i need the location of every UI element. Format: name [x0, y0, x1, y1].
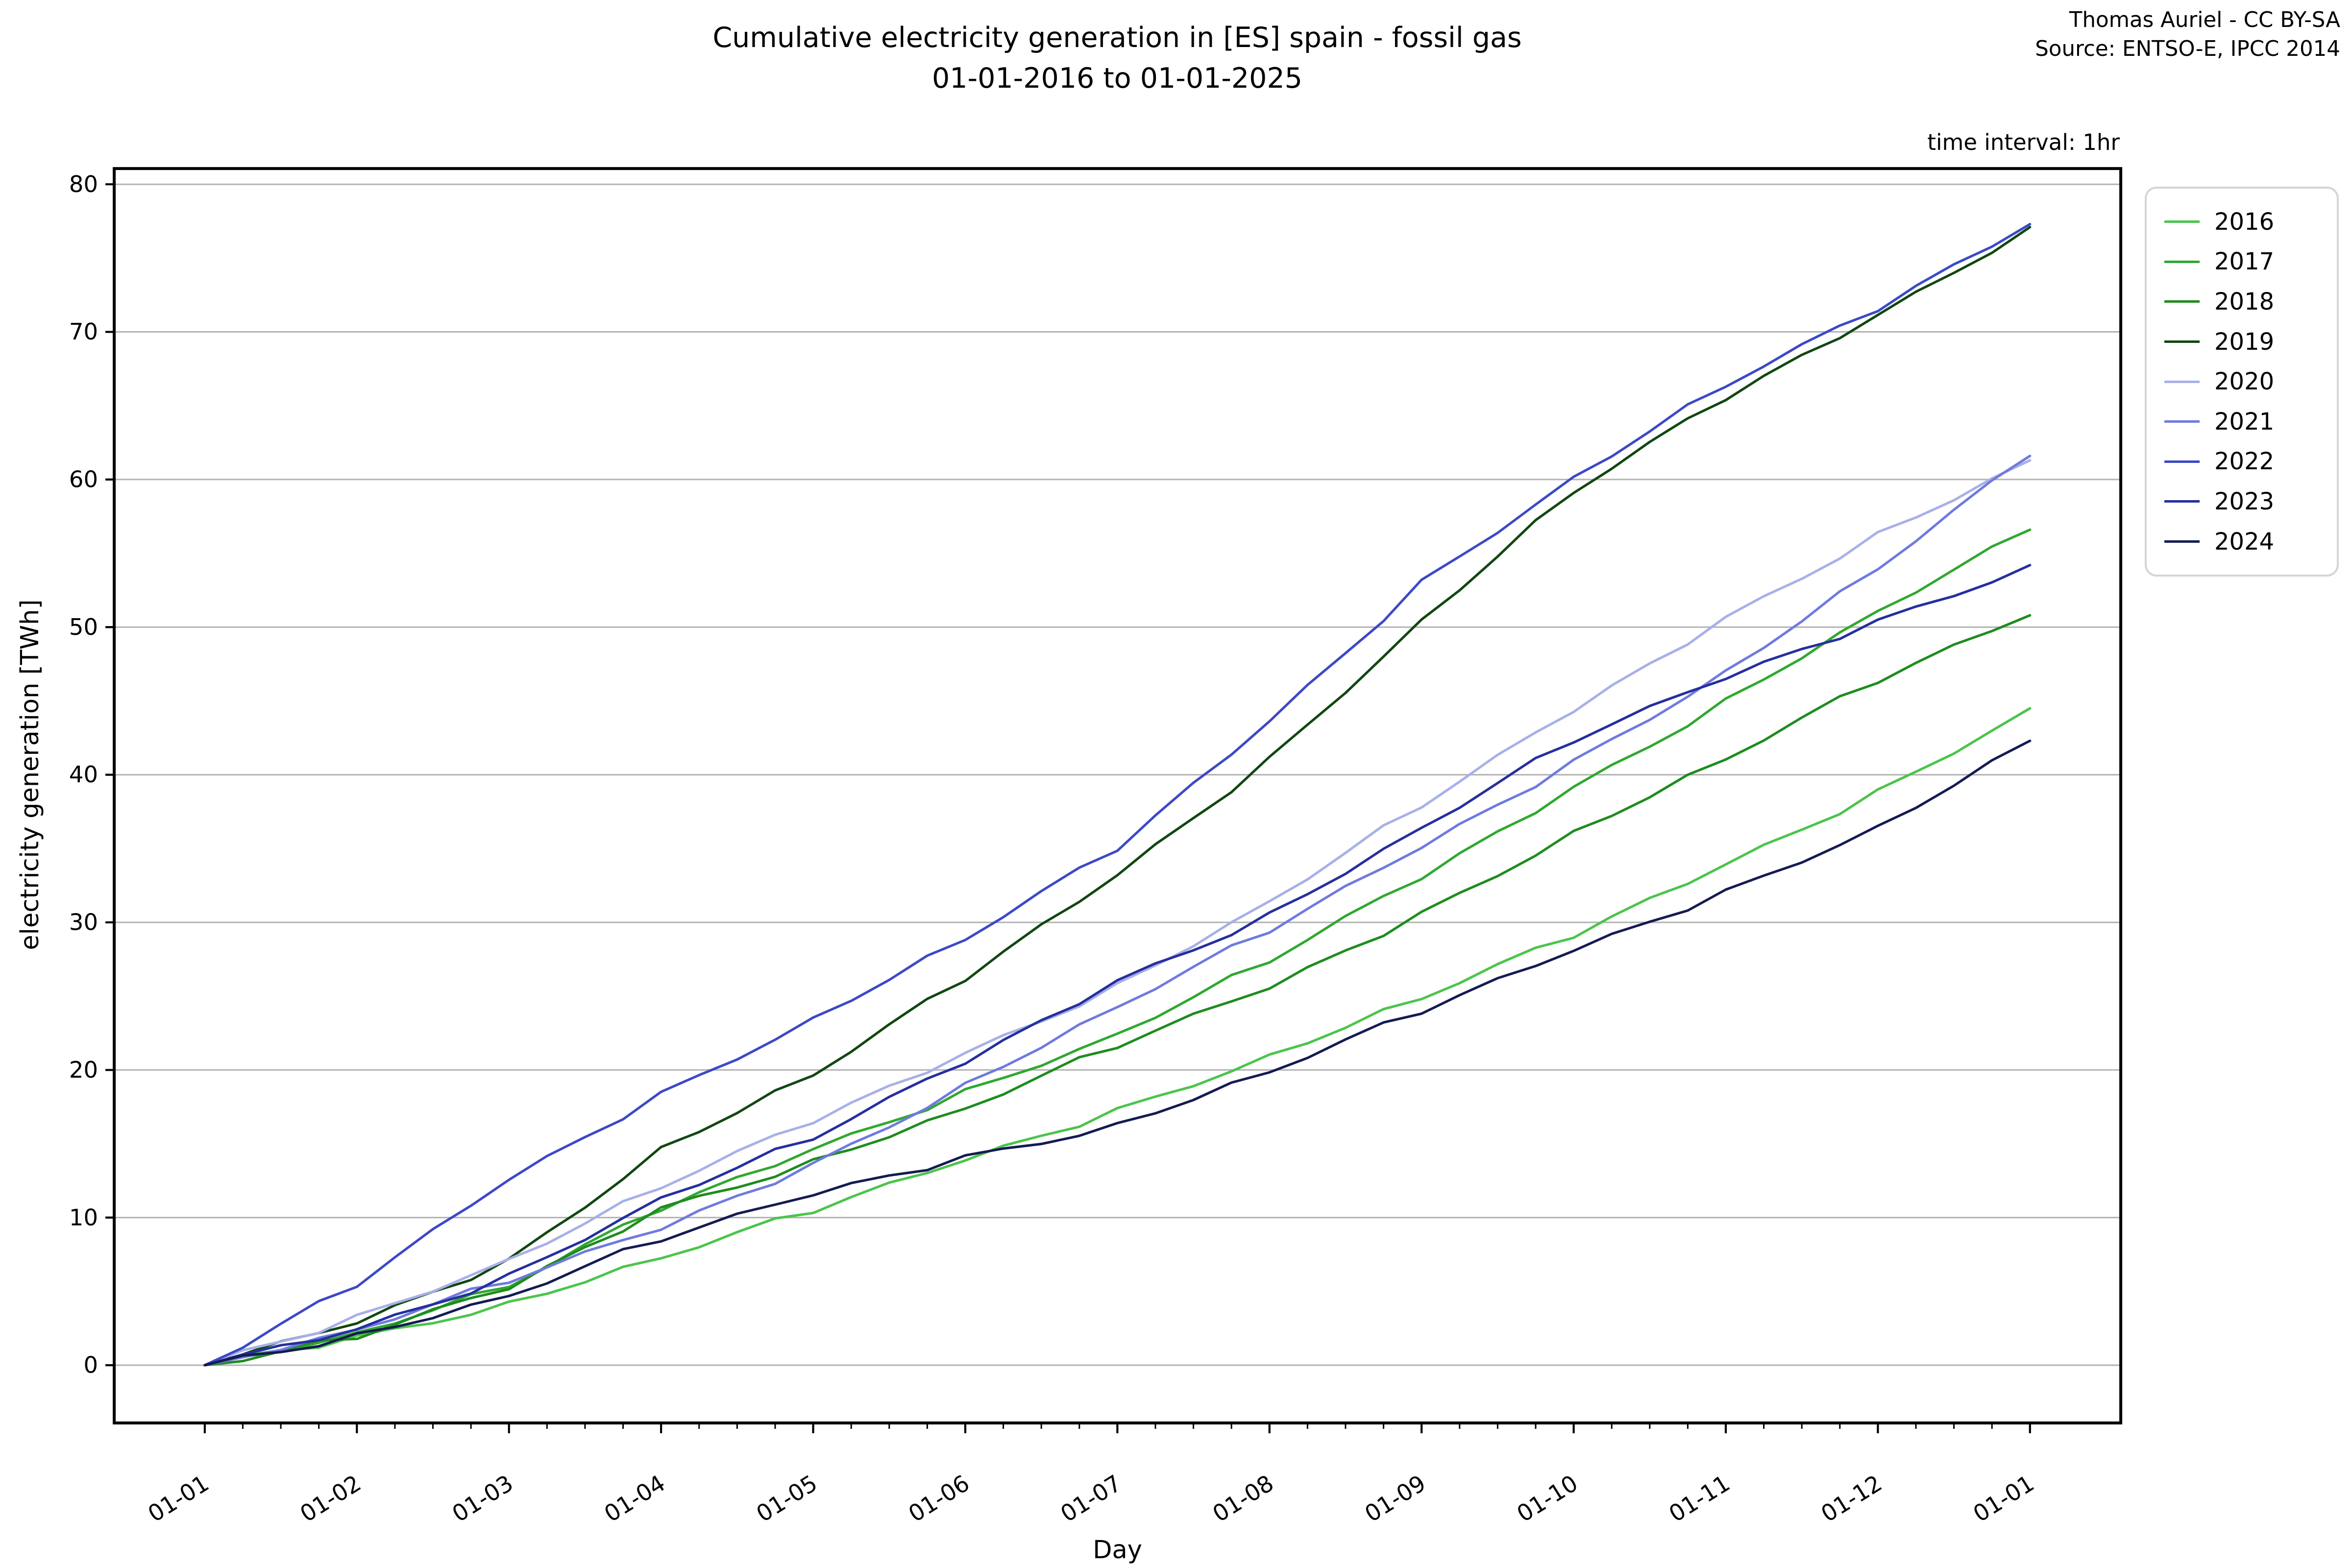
y-axis-label: electricity generation [TWh]: [16, 600, 45, 950]
chart-title-line2: 01-01-2016 to 01-01-2025: [932, 62, 1302, 95]
legend-label-2018: 2018: [2214, 288, 2275, 315]
x-tick-label-10: 01-11: [1665, 1470, 1735, 1527]
legend: 2016 2017 2018 2019 2020 2021 2022 2023 2024: [2145, 187, 2339, 577]
legend-label-2024: 2024: [2214, 528, 2275, 555]
legend-label-2019: 2019: [2214, 328, 2275, 356]
y-tick-label-60: 60: [69, 466, 98, 493]
y-tick-label-0: 0: [84, 1352, 98, 1378]
legend-item-2022: 2022: [2164, 442, 2322, 482]
x-tick-label-2: 01-03: [447, 1470, 517, 1527]
series-line-2023: [203, 564, 2032, 1367]
y-tick-label-40: 40: [69, 761, 98, 788]
x-tick-label-3: 01-04: [600, 1470, 670, 1527]
attribution: Thomas Auriel - CC BY-SA Source: ENTSO-E…: [2035, 6, 2340, 63]
legend-swatch-2024: [2164, 540, 2200, 543]
legend-label-2021: 2021: [2214, 408, 2275, 435]
x-tick-label-9: 01-10: [1512, 1470, 1582, 1527]
x-tick-label-11: 01-12: [1816, 1470, 1886, 1527]
legend-item-2018: 2018: [2164, 282, 2322, 322]
series-line-2019: [203, 226, 2032, 1367]
legend-label-2017: 2017: [2214, 248, 2275, 276]
legend-swatch-2019: [2164, 340, 2200, 343]
legend-item-2019: 2019: [2164, 322, 2322, 362]
series-line-2021: [203, 455, 2032, 1367]
attribution-author: Thomas Auriel - CC BY-SA: [2069, 8, 2340, 32]
x-tick-label-1: 01-02: [295, 1470, 366, 1527]
chart-title: Cumulative electricity generation in [ES…: [113, 18, 2121, 98]
legend-label-2023: 2023: [2214, 487, 2275, 515]
series-line-2016: [203, 707, 2032, 1367]
attribution-source: Source: ENTSO-E, IPCC 2014: [2035, 36, 2340, 61]
y-tick-label-20: 20: [69, 1057, 98, 1083]
legend-label-2022: 2022: [2214, 448, 2275, 476]
y-tick-label-80: 80: [69, 171, 98, 197]
time-interval-annotation: time interval: 1hr: [1927, 129, 2120, 155]
x-axis-label: Day: [1093, 1536, 1142, 1565]
legend-swatch-2020: [2164, 380, 2200, 383]
legend-item-2024: 2024: [2164, 522, 2322, 562]
legend-swatch-2017: [2164, 260, 2200, 263]
series-line-2020: [203, 459, 2032, 1367]
x-tick-label-7: 01-08: [1208, 1470, 1278, 1527]
x-tick-label-0: 01-01: [144, 1470, 214, 1527]
x-tick-label-4: 01-05: [752, 1470, 822, 1527]
series-line-2018: [203, 614, 2032, 1367]
chart-title-line1: Cumulative electricity generation in [ES…: [712, 22, 1522, 54]
legend-swatch-2021: [2164, 420, 2200, 423]
legend-swatch-2018: [2164, 300, 2200, 303]
x-tick-label-5: 01-06: [904, 1470, 974, 1527]
x-tick-label-6: 01-07: [1056, 1470, 1126, 1527]
y-tick-label-50: 50: [69, 614, 98, 640]
y-tick-label-70: 70: [69, 318, 98, 345]
x-tick-label-8: 01-09: [1360, 1470, 1430, 1527]
series-line-2022: [203, 223, 2032, 1367]
legend-swatch-2022: [2164, 460, 2200, 463]
legend-item-2016: 2016: [2164, 202, 2322, 242]
legend-label-2016: 2016: [2214, 208, 2275, 236]
y-tick-label-10: 10: [69, 1204, 98, 1230]
series-line-2024: [203, 739, 2032, 1367]
legend-item-2020: 2020: [2164, 362, 2322, 402]
legend-swatch-2016: [2164, 220, 2200, 223]
series-line-2017: [203, 528, 2032, 1367]
x-tick-label-12: 01-01: [1968, 1470, 2038, 1527]
y-tick-label-30: 30: [69, 909, 98, 936]
legend-item-2023: 2023: [2164, 482, 2322, 522]
legend-label-2020: 2020: [2214, 368, 2275, 396]
legend-swatch-2023: [2164, 500, 2200, 503]
legend-item-2017: 2017: [2164, 242, 2322, 282]
plot-border: [113, 167, 2123, 1424]
legend-item-2021: 2021: [2164, 402, 2322, 442]
